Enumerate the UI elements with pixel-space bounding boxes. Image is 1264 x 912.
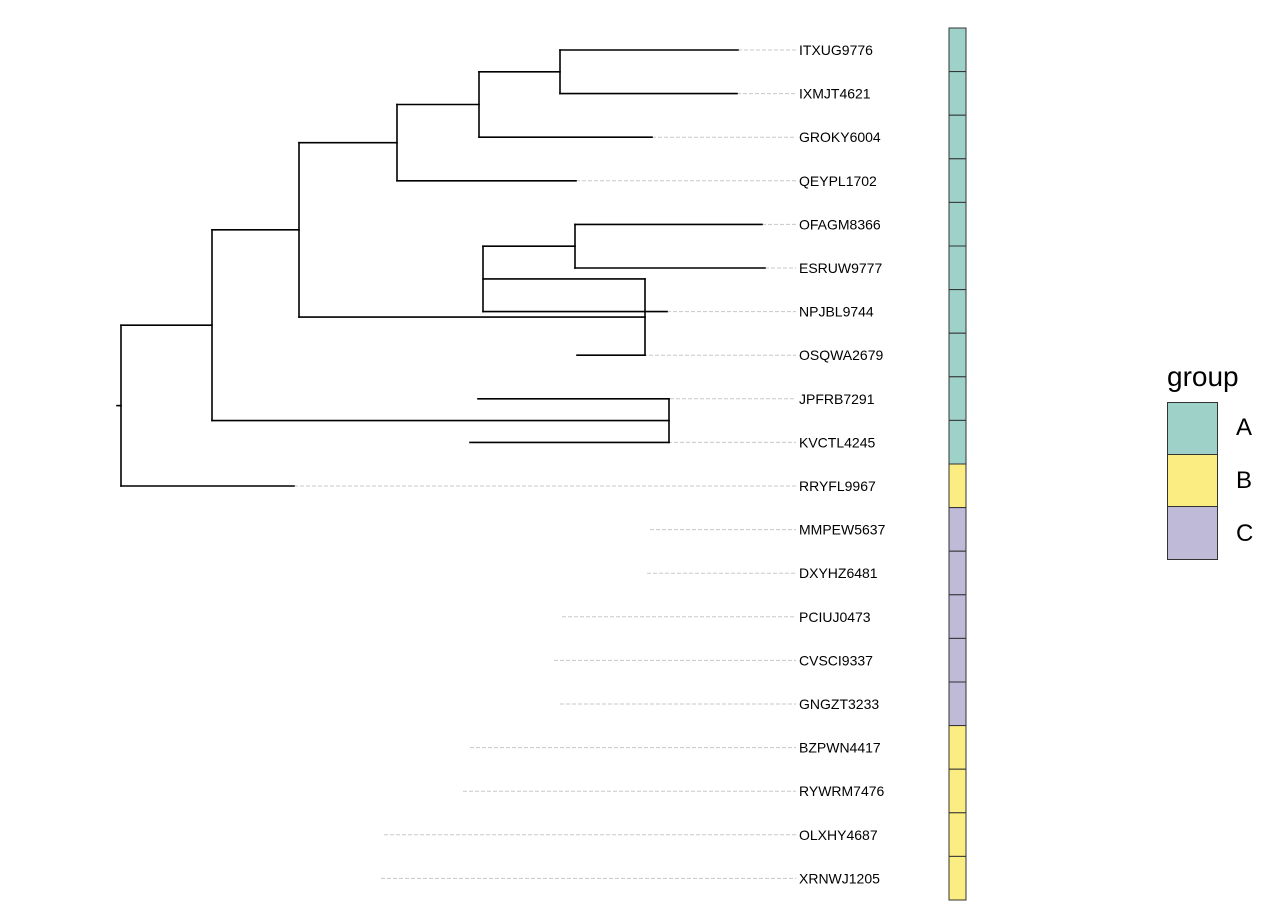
tip-label: QEYPL1702 [799, 173, 877, 189]
tip-label: CVSCI9337 [799, 652, 873, 668]
legend: group A B C [1167, 360, 1254, 561]
tip-label: NPJBL9744 [799, 304, 874, 320]
strip-cell-a [948, 27, 967, 73]
tip-label: GNGZT3233 [799, 696, 879, 712]
strip-cell-a [948, 158, 967, 203]
legend-title: group [1167, 361, 1239, 392]
tip-label: RYWRM7476 [799, 783, 885, 799]
tip-label: BZPWN4417 [799, 740, 881, 756]
strip-cell-c [948, 594, 967, 639]
strip-cell-b [948, 855, 967, 901]
tip-label: OFAGM8366 [799, 216, 881, 232]
strip-cell-a [948, 376, 967, 421]
strip-cell-c [948, 637, 967, 683]
strip-cell-b [948, 768, 967, 814]
strip-cell-a [948, 245, 967, 291]
tip-label: PCIUJ0473 [799, 609, 871, 625]
legend-key-c [1167, 507, 1218, 561]
strip-cell-b [948, 725, 967, 770]
tip-label: DXYHZ6481 [799, 565, 878, 581]
tip-label: GROKY6004 [799, 129, 881, 145]
legend-label-c: C [1236, 519, 1254, 547]
tree-branches [116, 49, 766, 487]
legend-item-a: A [1167, 402, 1253, 455]
group-annotation-strip [948, 27, 967, 901]
tip-label: ITXUG9776 [799, 42, 873, 58]
tip-label: OLXHY4687 [799, 827, 878, 843]
strip-cell-a [948, 71, 967, 116]
legend-key-b [1167, 454, 1218, 508]
tip-label: ESRUW9777 [799, 260, 882, 276]
tip-label: JPFRB7291 [799, 391, 875, 407]
legend-item-c: C [1167, 507, 1254, 561]
strip-cell-b [948, 463, 967, 509]
strip-cell-a [948, 201, 967, 247]
tip-label: MMPEW5637 [799, 522, 886, 538]
strip-cell-c [948, 681, 967, 727]
strip-cell-a [948, 332, 967, 378]
tip-guide-lines [294, 49, 796, 879]
strip-cell-c [948, 550, 967, 596]
legend-key-a [1167, 402, 1218, 455]
tip-labels: ITXUG9776 IXMJT4621 GROKY6004 QEYPL1702 OFAG… [799, 42, 886, 886]
legend-label-b: B [1236, 467, 1253, 495]
strip-cell-a [948, 114, 967, 160]
tip-label: RRYFL9967 [799, 478, 876, 494]
legend-label-a: A [1236, 414, 1253, 442]
tip-label: IXMJT4621 [799, 86, 871, 102]
strip-cell-a [948, 289, 967, 334]
strip-cell-b [948, 812, 967, 857]
tip-label: OSQWA2679 [799, 347, 884, 363]
strip-cell-a [948, 419, 967, 465]
legend-item-b: B [1167, 454, 1253, 508]
strip-cell-c [948, 507, 967, 552]
tip-label: KVCTL4245 [799, 434, 875, 450]
tip-label: XRNWJ1205 [799, 870, 880, 886]
